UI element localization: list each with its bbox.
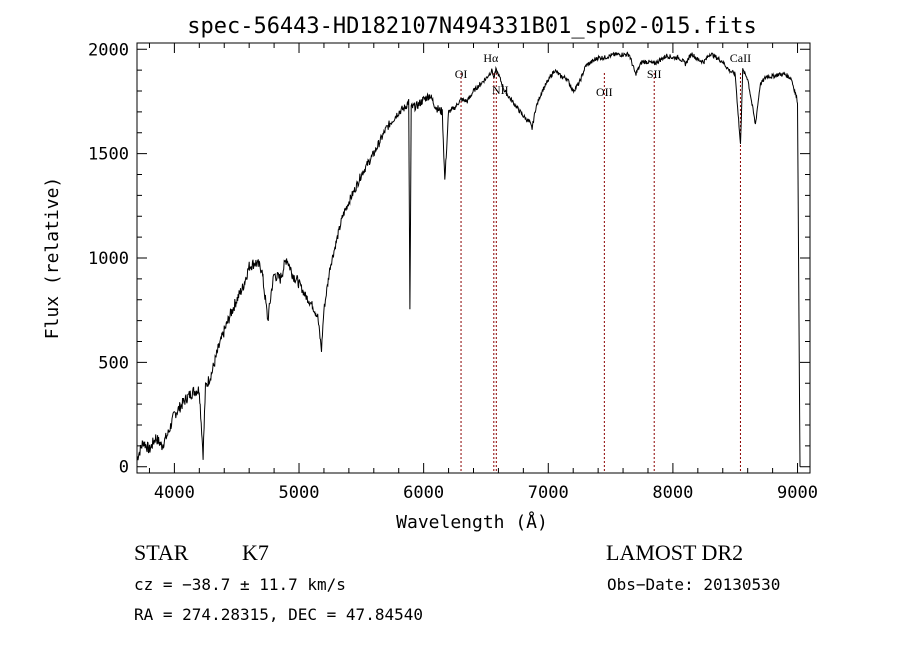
x-axis-ticks: 4000 5000 6000 7000 8000 9000 [148, 43, 818, 503]
y-tick-label: 1500 [88, 145, 129, 165]
spectrum-series [136, 51, 801, 467]
object-subclass: K7 [242, 540, 269, 565]
y-tick-label: 1000 [88, 249, 129, 269]
object-type: STAR [134, 540, 189, 565]
coordinates: RA = 274.28315, DEC = 47.84540 [134, 605, 423, 624]
spectral-line-markers: OI Hα NII OII SII CaII [455, 51, 751, 473]
line-marker-label: OII [596, 85, 613, 99]
spectrum-line [136, 51, 801, 467]
y-tick-label: 0 [119, 458, 129, 478]
x-tick-label: 5000 [279, 483, 320, 503]
x-tick-label: 8000 [652, 483, 693, 503]
line-marker-label: NII [492, 83, 509, 97]
y-tick-label: 2000 [88, 40, 129, 60]
line-marker-label: CaII [730, 51, 751, 65]
plot-frame [136, 42, 811, 474]
chart-title: spec-56443-HD182107N494331B01_sp02-015.f… [187, 14, 757, 39]
survey-name: LAMOST DR2 [606, 540, 743, 565]
line-marker-label: Hα [483, 51, 499, 65]
x-tick-label: 4000 [154, 483, 195, 503]
redshift-velocity: cz = −38.7 ± 11.7 km/s [134, 575, 346, 594]
x-axis-label: Wavelength (Å) [396, 511, 548, 533]
line-marker-label: SII [647, 67, 662, 81]
x-tick-label: 9000 [777, 483, 818, 503]
y-axis-label: Flux (relative) [42, 177, 63, 340]
y-tick-label: 500 [98, 353, 129, 373]
x-tick-label: 7000 [528, 483, 569, 503]
line-marker-label: OI [455, 67, 468, 81]
y-axis-ticks: 0 500 1000 1500 2000 [88, 40, 810, 478]
observation-date: Obs−Date: 20130530 [607, 575, 780, 594]
x-tick-label: 6000 [403, 483, 444, 503]
